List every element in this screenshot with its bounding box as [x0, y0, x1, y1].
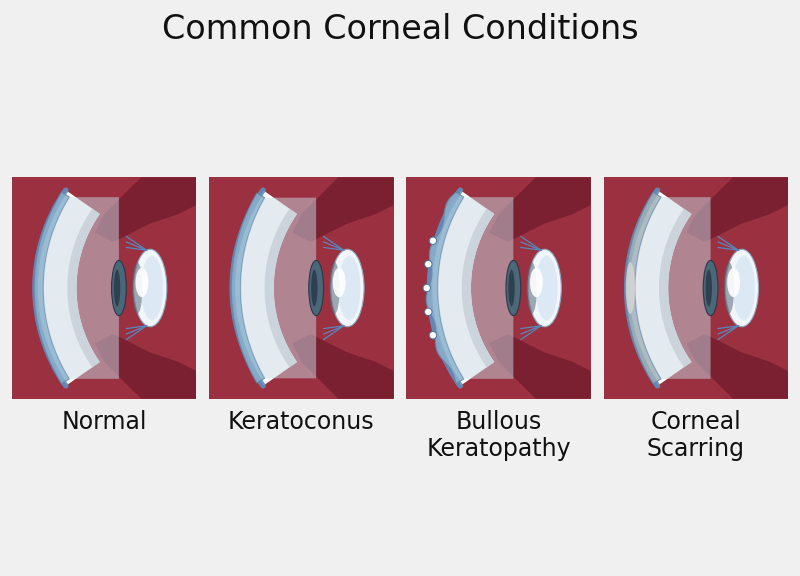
Polygon shape	[659, 209, 691, 367]
Polygon shape	[36, 191, 100, 385]
Polygon shape	[233, 191, 297, 385]
Ellipse shape	[309, 260, 323, 316]
Polygon shape	[231, 193, 265, 383]
Ellipse shape	[726, 249, 758, 327]
Ellipse shape	[724, 262, 734, 314]
Text: Keratoconus: Keratoconus	[228, 410, 374, 434]
Ellipse shape	[311, 270, 318, 306]
Polygon shape	[12, 177, 196, 399]
Ellipse shape	[626, 262, 635, 314]
Text: Common Corneal Conditions: Common Corneal Conditions	[162, 13, 638, 46]
Ellipse shape	[506, 260, 521, 316]
Ellipse shape	[703, 260, 718, 316]
Polygon shape	[292, 177, 394, 242]
Ellipse shape	[530, 268, 543, 297]
Polygon shape	[430, 191, 494, 385]
Ellipse shape	[141, 256, 163, 320]
Ellipse shape	[526, 262, 537, 314]
Polygon shape	[34, 192, 70, 384]
Polygon shape	[686, 334, 788, 399]
Ellipse shape	[508, 270, 514, 306]
Text: Corneal
Scarring: Corneal Scarring	[647, 410, 745, 461]
Polygon shape	[438, 197, 514, 379]
Ellipse shape	[111, 260, 126, 316]
Polygon shape	[604, 177, 788, 399]
Ellipse shape	[733, 256, 755, 320]
Polygon shape	[490, 177, 590, 242]
Ellipse shape	[727, 268, 740, 297]
Polygon shape	[406, 177, 590, 399]
Polygon shape	[490, 334, 590, 399]
Ellipse shape	[114, 270, 120, 306]
Polygon shape	[95, 334, 196, 399]
Polygon shape	[635, 197, 710, 379]
Polygon shape	[665, 218, 788, 358]
Polygon shape	[73, 218, 196, 358]
Polygon shape	[43, 197, 119, 379]
Polygon shape	[95, 177, 196, 242]
Polygon shape	[67, 209, 100, 367]
Polygon shape	[210, 177, 394, 399]
Ellipse shape	[330, 262, 340, 314]
Polygon shape	[265, 209, 297, 367]
Circle shape	[423, 285, 430, 291]
Polygon shape	[467, 218, 590, 358]
Text: Normal: Normal	[62, 410, 147, 434]
Polygon shape	[270, 218, 394, 358]
Ellipse shape	[331, 249, 364, 327]
Polygon shape	[426, 192, 464, 384]
Ellipse shape	[338, 256, 360, 320]
Text: Bullous
Keratopathy: Bullous Keratopathy	[426, 410, 571, 461]
Circle shape	[425, 260, 432, 268]
Polygon shape	[292, 334, 394, 399]
Polygon shape	[628, 191, 691, 385]
Ellipse shape	[132, 262, 142, 314]
Circle shape	[425, 308, 432, 316]
Ellipse shape	[528, 249, 562, 327]
Polygon shape	[462, 209, 494, 367]
Polygon shape	[626, 192, 661, 384]
Ellipse shape	[135, 268, 148, 297]
Ellipse shape	[333, 268, 346, 297]
Ellipse shape	[706, 270, 712, 306]
Circle shape	[430, 237, 437, 244]
Circle shape	[430, 332, 437, 339]
Polygon shape	[686, 177, 788, 242]
Ellipse shape	[134, 249, 167, 327]
Polygon shape	[241, 198, 316, 378]
Ellipse shape	[535, 256, 558, 320]
